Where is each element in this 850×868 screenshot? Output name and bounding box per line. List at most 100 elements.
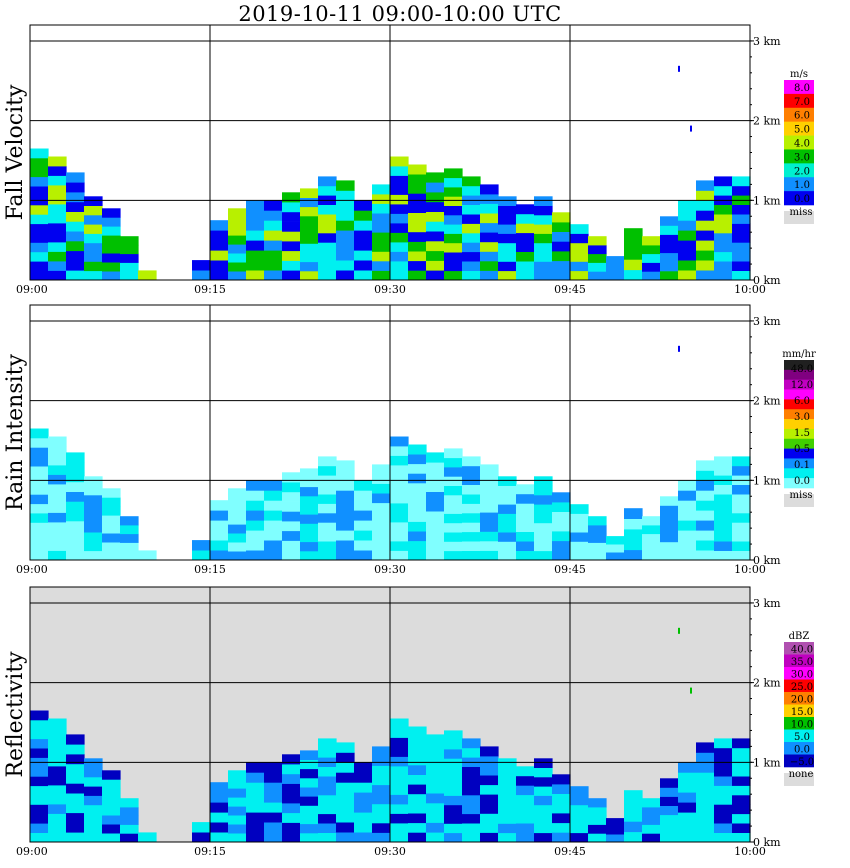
colorbar-swatch [784,438,814,449]
echo-cell [282,793,301,804]
echo-cell [444,467,463,477]
echo-cell [102,497,121,507]
echo-cell [48,737,67,748]
echo-cell [498,233,517,244]
echo-cell [570,504,589,514]
colorbar-swatch [784,448,814,459]
y-tick-label: 2 km [753,115,781,128]
echo-cell [66,783,85,794]
echo-cell [426,754,445,765]
echo-cell [732,550,751,561]
echo-cell [714,484,733,495]
echo-cell [102,806,121,816]
echo-cell [300,777,319,788]
echo-cell [534,758,553,768]
echo-cell [624,508,643,519]
echo-cell [498,205,517,216]
echo-cell [408,260,427,271]
echo-cell [372,803,391,814]
echo-cell [264,540,283,551]
echo-cell [390,766,409,776]
colorbar-label: 1.0 [794,180,810,191]
colorbar-label: 15.0 [791,707,813,718]
echo-cell [624,810,643,822]
echo-cell [552,270,571,281]
echo-cell [228,797,247,807]
echo-cell [498,485,517,496]
echo-cell [444,758,463,768]
echo-cell [318,232,337,243]
echo-cell [444,494,463,505]
echo-cell [624,831,643,843]
echo-cell [48,194,67,205]
echo-cell [210,802,229,813]
echo-cell [444,270,463,281]
echo-cell [354,832,373,843]
echo-cell [462,261,481,271]
echo-cell [516,242,535,252]
echo-cell [516,823,535,833]
echo-cell [282,501,301,512]
echo-cell [570,541,589,552]
echo-cell [372,502,391,513]
echo-cell [318,785,337,796]
echo-cell [336,812,355,823]
echo-cell [462,776,481,786]
echo-cell [696,190,715,201]
echo-cell [408,813,427,824]
colorbar-label: 6.0 [794,111,810,122]
echo-cell [66,192,85,203]
echo-cell [336,530,355,541]
echo-cell [102,551,121,561]
echo-cell [480,270,499,281]
echo-cell [372,483,391,494]
colorbar-swatch [784,149,814,164]
echo-cell [336,220,355,231]
echo-cell [336,230,355,241]
echo-cell [696,460,715,471]
echo-cell [732,185,751,196]
echo-cell [606,264,625,273]
echo-cell [246,250,265,261]
y-tick-label: 0 km [753,274,781,287]
echo-cell [498,795,517,806]
x-tick-label: 09:30 [374,845,406,858]
echo-cell [714,232,733,243]
echo-cell [498,522,517,533]
echo-cell [30,261,49,271]
echo-cell [336,200,355,211]
echo-cell [588,524,607,535]
echo-cell [48,455,67,466]
echo-cell [30,729,49,740]
echo-cell [444,814,463,824]
colorbar-swatch [784,717,814,730]
echo-cell [498,476,517,486]
echo-cell [642,524,661,535]
echo-cell [642,236,661,246]
colorbar-label: 7.0 [794,97,810,108]
echo-cell [228,788,247,798]
echo-cell [282,530,301,541]
echo-cell [390,737,409,748]
echo-cell [732,465,751,476]
echo-cell [696,812,715,823]
echo-cell [354,200,373,211]
echo-cell [372,775,391,786]
panel-rain-intensity: 0 km 1 km 2 km 3 km 09:00 09:15 09:30 09:45 10:0… [3,304,816,576]
echo-cell [642,551,661,561]
echo-cell [228,533,247,543]
echo-cell [606,256,625,265]
echo-cell [318,512,337,523]
echo-cell [732,785,751,796]
echo-cell [696,772,715,783]
echo-cell [66,802,85,814]
colorbar-label: 12.0 [791,380,813,391]
echo-cell [246,782,265,793]
echo-cell [102,533,121,543]
echo-cell [426,250,445,261]
x-tick-label: 09:00 [16,563,48,576]
echo-cell [390,185,409,195]
echo-cell [408,251,427,262]
y-tick-label: 1 km [753,474,781,487]
echo-cell [642,253,661,263]
